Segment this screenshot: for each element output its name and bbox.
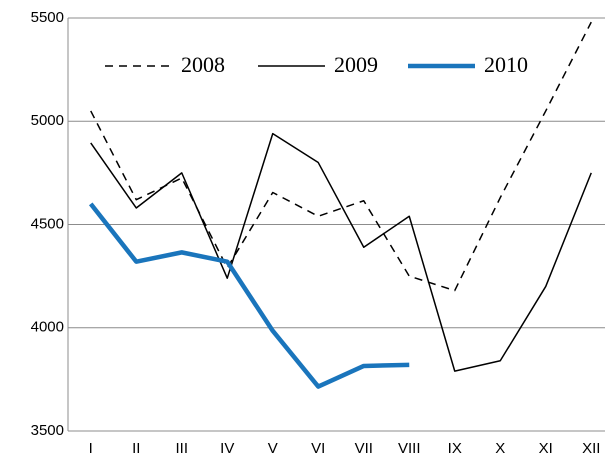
legend-label: 2010 <box>484 52 528 77</box>
x-tick-label: I <box>89 440 93 457</box>
x-tick-label: IX <box>448 440 462 457</box>
x-tick-label: V <box>268 440 278 457</box>
x-tick-label: VI <box>311 440 325 457</box>
y-tick-label: 5000 <box>31 112 64 129</box>
series-line <box>90 21 592 292</box>
legend-label: 2008 <box>181 52 225 77</box>
x-tick-label: IV <box>220 440 234 457</box>
series-line <box>90 132 592 372</box>
legend-label: 2009 <box>334 52 378 77</box>
x-tick-label: XII <box>582 440 600 457</box>
y-tick-label: 5500 <box>31 9 64 26</box>
x-tick-label: XI <box>539 440 553 457</box>
x-tick-label: II <box>132 440 140 457</box>
series-line <box>88 202 410 389</box>
y-tick-label: 4000 <box>31 319 64 336</box>
x-tick-label: III <box>175 440 188 457</box>
y-tick-label: 3500 <box>31 422 64 439</box>
y-tick-label: 4500 <box>31 215 64 232</box>
x-tick-label: VII <box>355 440 373 457</box>
x-tick-label: VIII <box>398 440 421 457</box>
x-tick-label: X <box>495 440 505 457</box>
